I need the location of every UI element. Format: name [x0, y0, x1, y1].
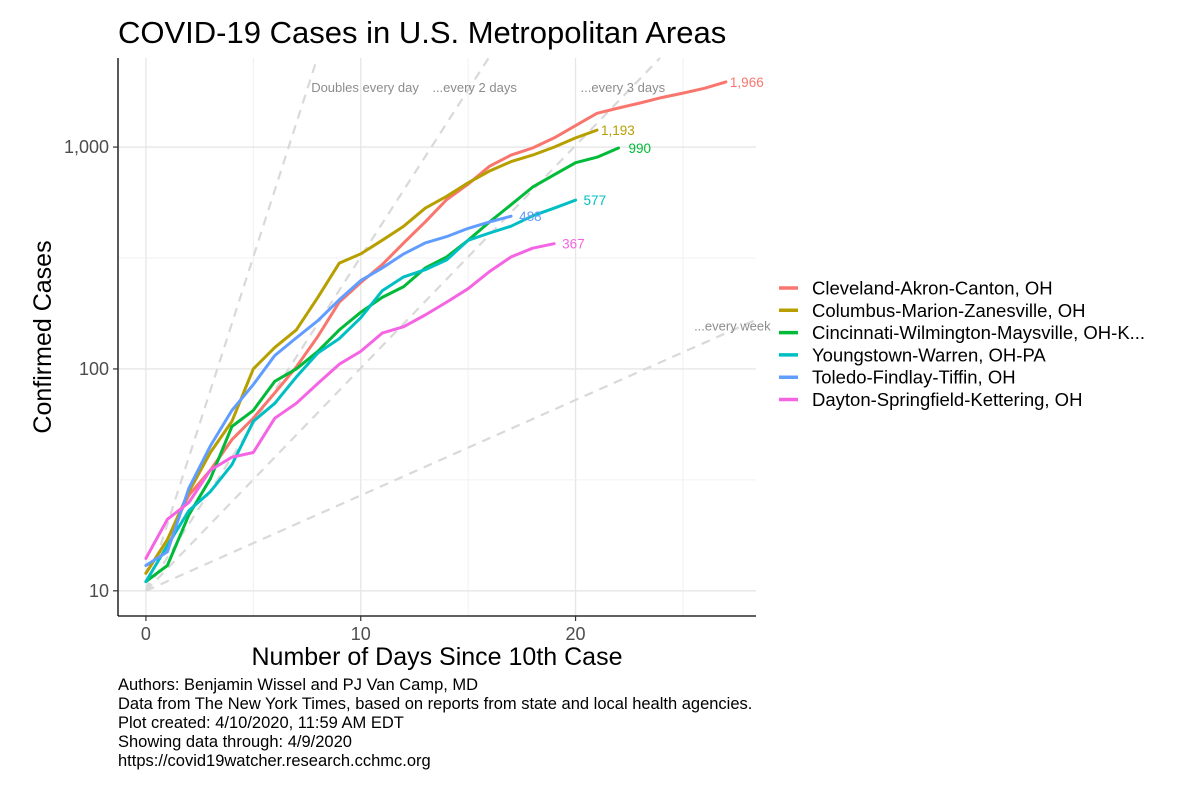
caption-url[interactable]: https://covid19watcher.research.cchmc.or… — [118, 752, 431, 770]
series-end-label: 1,193 — [601, 123, 635, 138]
caption-authors: Authors: Benjamin Wissel and PJ Van Camp… — [118, 676, 479, 694]
axes — [117, 58, 756, 617]
legend: Cleveland-Akron-Canton, OHColumbus-Mario… — [779, 278, 1145, 410]
series-line — [144, 80, 728, 575]
legend-entry: Columbus-Marion-Zanesville, OH — [812, 300, 1085, 321]
series-line — [144, 128, 599, 575]
reference-lines: Doubles every day ...every 2 days ...every… — [144, 57, 771, 592]
x-axis-title: Number of Days Since 10th Case — [251, 643, 622, 671]
series-end-label: 488 — [519, 209, 542, 224]
legend-entry: Cleveland-Akron-Canton, OH — [812, 278, 1053, 299]
series-line — [144, 198, 578, 584]
series-lines: 1,966 1,193 990 577 488 367 — [144, 75, 764, 584]
series-line — [144, 242, 556, 560]
series-line — [144, 146, 620, 584]
x-tick-label: 10 — [351, 624, 371, 644]
series-end-label: 1,966 — [730, 75, 764, 90]
series-end-label: 577 — [584, 193, 607, 208]
caption-data-through: Showing data through: 4/9/2020 — [118, 733, 352, 751]
reference-line-label: ...every week — [694, 319, 771, 334]
legend-entry: Cincinnati-Wilmington-Maysville, OH-K... — [812, 322, 1145, 343]
y-tick-label: 100 — [79, 359, 109, 379]
series-end-label: 367 — [562, 237, 585, 252]
y-tick-label: 1,000 — [64, 137, 109, 157]
reference-line-label: ...every 3 days — [581, 80, 666, 95]
y-tick-label: 10 — [89, 581, 109, 601]
reference-line-label: Doubles every day — [311, 80, 419, 95]
reference-line — [145, 57, 661, 592]
caption-plot-created: Plot created: 4/10/2020, 11:59 AM EDT — [118, 714, 404, 732]
reference-line-label: ...every 2 days — [432, 80, 517, 95]
chart-title: COVID-19 Cases in U.S. Metropolitan Area… — [118, 15, 726, 50]
legend-entry: Dayton-Springfield-Kettering, OH — [812, 389, 1082, 410]
tick-labels: 0 10 20 10 100 1,000 — [64, 137, 586, 644]
caption: Authors: Benjamin Wissel and PJ Van Camp… — [118, 676, 752, 771]
reference-line — [145, 57, 490, 592]
legend-entry: Youngstown-Warren, OH-PA — [812, 344, 1046, 365]
reference-line — [144, 57, 319, 592]
x-tick-label: 0 — [141, 624, 151, 644]
series-end-label: 990 — [629, 141, 652, 156]
series-line — [144, 214, 513, 567]
caption-data-source: Data from The New York Times, based on r… — [118, 695, 753, 713]
x-tick-label: 20 — [566, 624, 586, 644]
grid — [118, 58, 756, 616]
chart: COVID-19 Cases in U.S. Metropolitan Area… — [29, 15, 1145, 671]
y-axis-title: Confirmed Cases — [29, 240, 57, 433]
legend-entry: Toledo-Findlay-Tiffin, OH — [812, 367, 1016, 388]
